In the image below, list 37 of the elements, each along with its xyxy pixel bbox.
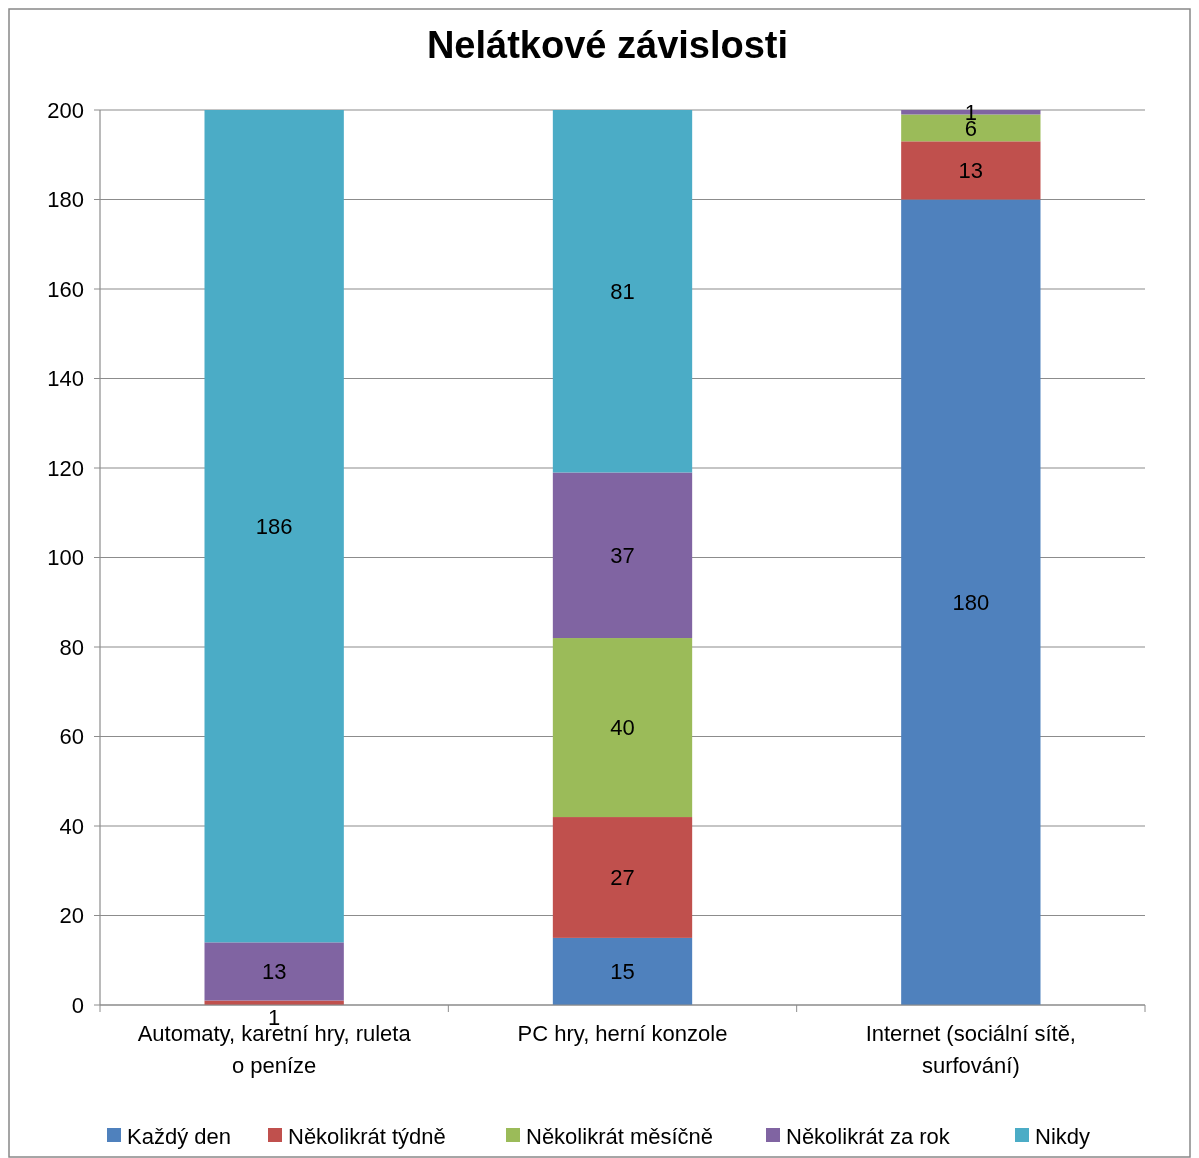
y-tick-label: 160 (47, 276, 84, 302)
bar (552, 638, 693, 818)
y-tick-label: 40 (59, 813, 84, 839)
y-tick-label: 100 (47, 545, 84, 571)
bar (204, 110, 344, 943)
bar (552, 817, 693, 938)
data-label: 81 (610, 278, 635, 304)
legend-label: Několikrát za rok (786, 1123, 951, 1149)
y-tick-label: 180 (47, 187, 84, 213)
legend-label: Několikrát týdně (288, 1123, 446, 1149)
bar (552, 110, 693, 473)
data-label: 37 (610, 542, 635, 568)
y-tick-label: 20 (59, 903, 84, 929)
data-label: 15 (610, 959, 635, 985)
bar (204, 942, 344, 1001)
y-tick-label: 120 (47, 455, 84, 481)
bar (901, 199, 1041, 1005)
x-tick-label: Internet (sociální sítě, surfování) (865, 1021, 1076, 1078)
data-label: 40 (610, 715, 635, 741)
y-tick-label: 140 (47, 366, 84, 392)
y-tick-label: 200 (47, 97, 84, 123)
y-tick-label: 0 (71, 992, 84, 1018)
y-tick-label: 80 (59, 634, 84, 660)
data-label: 13 (958, 158, 984, 184)
data-label: 180 (952, 589, 990, 615)
bar (552, 472, 693, 639)
data-label: 27 (610, 865, 635, 891)
bar (901, 141, 1041, 200)
x-tick-label: PC hry, herní konzole (517, 1021, 728, 1046)
data-label: 186 (255, 513, 293, 539)
legend-label: Nikdy (1035, 1123, 1091, 1149)
y-tick-label: 60 (59, 724, 84, 750)
legend-label: Několikrát měsíčně (526, 1123, 714, 1149)
legend-label: Každý den (127, 1123, 231, 1149)
bar (552, 937, 693, 1005)
chart-title: Nelátkové závislosti (426, 24, 789, 66)
data-label: 13 (261, 959, 287, 985)
